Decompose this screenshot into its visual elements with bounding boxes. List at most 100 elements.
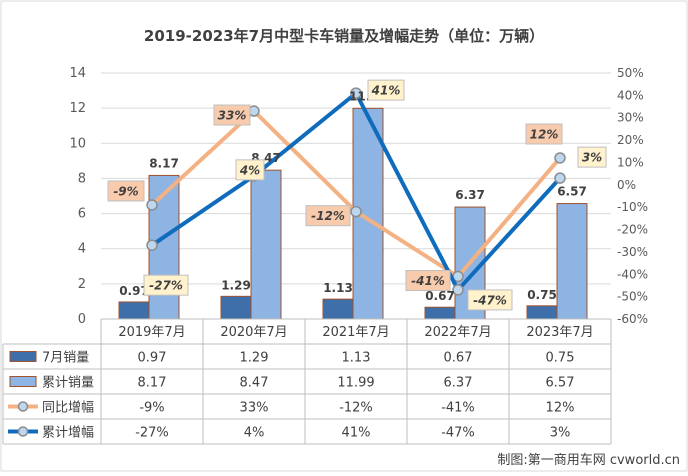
bar-label-cumulative: 6.57 (557, 185, 587, 199)
legend-label: 同比增幅 (42, 401, 94, 416)
cumulative-growth-label: -47% (473, 293, 507, 307)
right-tick-label: -50% (617, 290, 648, 304)
table-cell: 41% (342, 426, 371, 441)
right-axis-ticks: -60% -50% -40% -30% -20% -10% 0% 10% 20% 30% 40% 50… (617, 66, 648, 326)
table-cell: 6.57 (546, 376, 575, 391)
yoy-growth-point (350, 205, 362, 218)
cumulative-growth-point (350, 87, 362, 99)
cumulative-growth-point (554, 172, 566, 184)
bar-label-monthly: 0.67 (425, 289, 455, 303)
cumulative-growth-point (146, 239, 158, 251)
table-cell: 6.37 (444, 376, 473, 391)
legend-label: 累计销量 (42, 376, 94, 391)
table-cell: 1.29 (240, 351, 269, 366)
table-cell: -47% (441, 426, 475, 441)
category-label: 2020年7月 (220, 325, 287, 340)
left-tick-label: 14 (69, 66, 86, 81)
table-cell: 12% (546, 401, 575, 416)
category-label: 2021年7月 (322, 325, 389, 340)
bar-label-cumulative: 6.37 (455, 188, 485, 202)
yoy-growth-label-box (107, 180, 145, 202)
left-tick-label: 6 (78, 207, 86, 222)
left-tick-label: 8 (78, 171, 86, 186)
table-cell: 0.75 (546, 351, 575, 366)
category-label: 2022年7月 (424, 325, 491, 340)
cumulative-growth-label-box (577, 146, 607, 168)
table-cell: 3% (550, 426, 571, 441)
bar-label-monthly: 0.97 (119, 284, 149, 298)
legend-label: 累计增幅 (42, 426, 94, 441)
data-table: 2019年7月 2020年7月 2021年7月 2022年7月 2023年7月 7月销量 0… (2, 318, 612, 445)
right-tick-label: 20% (617, 133, 644, 147)
bar-label-monthly: 0.75 (527, 288, 557, 302)
cumulative-growth-label-box (467, 289, 513, 311)
cumulative-growth-label: -27% (149, 279, 183, 293)
bar-label-monthly: 1.29 (221, 278, 251, 292)
right-tick-label: 30% (617, 111, 644, 125)
table-cell: -9% (139, 401, 164, 416)
yoy-growth-label-box (305, 205, 351, 227)
yoy-growth-point (554, 152, 566, 164)
table-cell: 0.97 (138, 351, 167, 366)
table-cell: 33% (240, 401, 269, 416)
bar-monthly-sales (220, 295, 252, 320)
yoy-growth-point (146, 199, 158, 211)
cumulative-growth-label-box (235, 159, 265, 181)
yoy-growth-label-box (525, 123, 563, 145)
bar-monthly-sales (526, 305, 558, 320)
yoy-growth-label: 12% (530, 127, 559, 141)
cumulative-growth-label: 3% (582, 151, 602, 165)
yoy-growth-label: -12% (311, 209, 345, 223)
table-cell: -41% (441, 401, 475, 416)
table-cell: -27% (135, 426, 169, 441)
table-cell: -12% (339, 401, 373, 416)
right-tick-label: -30% (617, 245, 648, 259)
yoy-growth-label: -41% (411, 274, 445, 288)
table-cell: 4% (244, 426, 265, 441)
table-cell: 11.99 (337, 376, 374, 391)
cumulative-growth-label-box (143, 274, 189, 296)
right-tick-label: 10% (617, 155, 644, 169)
yoy-growth-label: -9% (113, 184, 138, 198)
right-tick-label: -10% (617, 200, 648, 214)
legend-swatch-marker (17, 426, 29, 437)
right-tick-label: 40% (617, 88, 644, 102)
source-note: 制图:第一商用车网 cvworld.cn (497, 452, 680, 468)
left-tick-label: 0 (78, 312, 86, 327)
legend-swatch-marker (17, 401, 29, 412)
table-cell: 0.67 (444, 351, 473, 366)
bar-monthly-sales (118, 301, 150, 320)
cumulative-growth-label: 4% (239, 163, 260, 177)
yoy-growth-label-box (213, 104, 251, 126)
yoy-growth-label-box (405, 270, 451, 292)
data-labels: 0.978.171.298.471.1311.990.676.370.756.5… (107, 79, 607, 311)
right-tick-label: -40% (617, 267, 648, 281)
right-tick-label: -20% (617, 223, 648, 237)
left-axis-ticks: 0 2 4 6 8 10 12 14 (69, 66, 86, 327)
left-tick-label: 12 (69, 101, 86, 116)
left-tick-label: 4 (78, 242, 86, 257)
legend-swatch (9, 376, 37, 387)
bar-cumulative-sales (250, 169, 282, 320)
yoy-growth-label: 33% (218, 109, 247, 123)
right-tick-label: 50% (617, 66, 644, 80)
left-tick-label: 2 (78, 277, 86, 292)
right-tick-label: 0% (617, 178, 636, 192)
cumulative-growth-point (452, 284, 464, 296)
table-cell: 8.47 (240, 376, 269, 391)
bar-cumulative-sales (556, 203, 588, 320)
legend-label: 7月销量 (42, 351, 89, 366)
table-cell: 8.17 (138, 376, 167, 391)
category-label: 2023年7月 (526, 325, 593, 340)
bar-monthly-sales (424, 306, 456, 320)
bar-label-monthly: 1.13 (323, 281, 353, 295)
legend-swatch (9, 351, 37, 362)
right-tick-label: -60% (617, 312, 648, 326)
table-cell: 1.13 (342, 351, 371, 366)
cumulative-growth-label-box (367, 79, 405, 101)
bar-monthly-sales (322, 298, 354, 320)
bar-label-cumulative: 8.17 (149, 156, 179, 170)
category-label: 2019年7月 (118, 325, 185, 340)
